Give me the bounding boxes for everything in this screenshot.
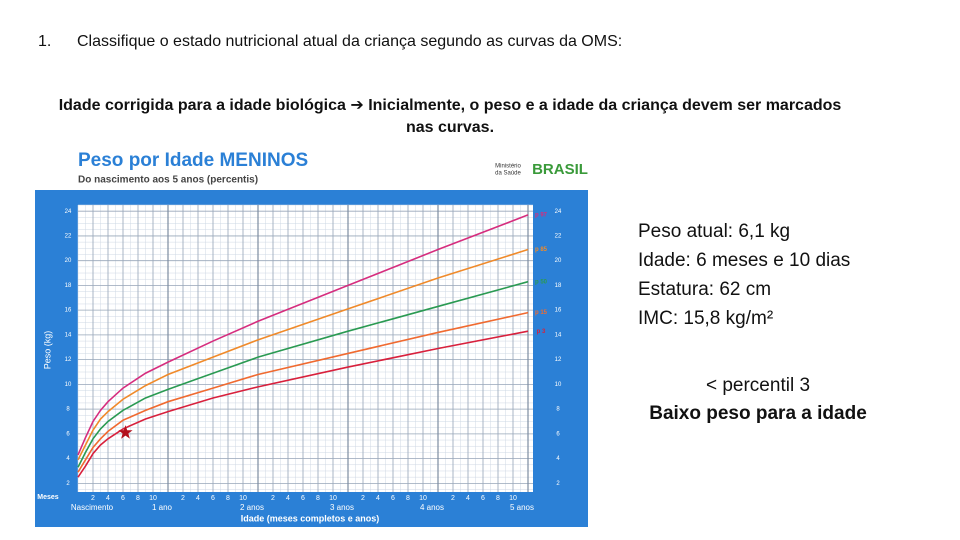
item-number: 1. (38, 33, 52, 50)
y-tick-label: 20 (65, 258, 72, 264)
result: < percentil 3 (705, 375, 811, 396)
percentile-curve (77, 248, 529, 461)
y-tick-label: 4 (556, 456, 560, 462)
y-tick-label: 22 (65, 234, 72, 240)
x-tick-label: 1 ano (152, 503, 173, 512)
x-tick-label: 4 (286, 495, 290, 502)
x-tick-label: 8 (316, 495, 320, 502)
y-axis-title: Peso (kg) (42, 331, 52, 370)
info-line: Idade: 6 meses e 10 dias (638, 250, 851, 271)
logo-country: BRASIL (532, 161, 588, 178)
x-tick-label: 4 (466, 495, 470, 502)
series-label: p 50 (535, 279, 548, 285)
note: Idade corrigida para a idade biológica ➔… (58, 97, 842, 136)
patient-point (118, 425, 133, 439)
info-line: Estatura: 62 cm (638, 279, 772, 300)
logo-ministry: Ministério (495, 164, 521, 170)
y-tick-label: 10 (65, 382, 72, 388)
x-tick-label: 6 (121, 495, 125, 502)
percentile-curve (77, 311, 529, 473)
x-tick-label: 10 (509, 495, 517, 502)
y-tick-label: 18 (555, 283, 562, 289)
x-unit-label: Meses (37, 494, 59, 501)
x-tick-label: 2 (361, 495, 365, 502)
y-tick-label: 24 (555, 209, 562, 215)
y-tick-label: 4 (66, 456, 70, 462)
chart-subtitle: Do nascimento aos 5 anos (percentis) (78, 175, 258, 186)
y-tick-label: 12 (555, 357, 562, 363)
x-tick-label: 8 (406, 495, 410, 502)
y-tick-label: 8 (66, 407, 70, 413)
y-tick-label: 6 (66, 431, 70, 437)
x-tick-label: 4 (196, 495, 200, 502)
y-tick-label: 8 (556, 407, 560, 413)
x-tick-label: 10 (329, 495, 337, 502)
x-tick-label: 6 (211, 495, 215, 502)
x-tick-label: 8 (136, 495, 140, 502)
info-line: Peso atual: 6,1 kg (638, 221, 791, 242)
x-tick-label: 4 (106, 495, 110, 502)
x-tick-label: 2 anos (240, 503, 264, 512)
x-tick-label: 2 (91, 495, 95, 502)
series-label: p 3 (537, 329, 546, 335)
y-tick-label: 14 (65, 332, 72, 338)
x-tick-label: 8 (496, 495, 500, 502)
y-tick-label: 10 (555, 382, 562, 388)
chart-title: Peso por Idade MENINOS (78, 150, 308, 171)
x-tick-label: 6 (301, 495, 305, 502)
x-tick-label: 10 (239, 495, 247, 502)
percentile-curve (77, 280, 529, 468)
y-tick-label: 24 (65, 209, 72, 215)
x-axis-title: Idade (meses completos e anos) (241, 513, 380, 523)
x-tick-label: 4 (376, 495, 380, 502)
y-tick-label: 18 (65, 283, 72, 289)
y-tick-label: 12 (65, 357, 72, 363)
x-tick-label: 10 (149, 495, 157, 502)
x-tick-label: 6 (391, 495, 395, 502)
classification: Baixo peso para a idade (649, 403, 867, 424)
logo-ministry: da Saúde (495, 171, 521, 177)
x-tick-label: 3 anos (330, 503, 354, 512)
x-tick-label: 5 anos (510, 503, 534, 512)
y-tick-label: 22 (555, 234, 562, 240)
x-tick-label: 2 (271, 495, 275, 502)
x-tick-label: 2 (181, 495, 185, 502)
x-tick-label: 10 (419, 495, 427, 502)
x-tick-label: 4 anos (420, 503, 444, 512)
percentile-curve (77, 214, 529, 456)
y-tick-label: 16 (65, 308, 72, 314)
series-label: p 97 (535, 212, 548, 218)
x-tick-label: 2 (451, 495, 455, 502)
y-tick-label: 16 (555, 308, 562, 314)
x-tick-label: 6 (481, 495, 485, 502)
y-tick-label: 2 (556, 481, 560, 487)
series-label: p 15 (535, 310, 548, 316)
info-block: Peso atual: 6,1 kg Idade: 6 meses e 10 d… (638, 217, 850, 333)
y-tick-label: 6 (556, 431, 560, 437)
percentile-curve (77, 330, 529, 478)
y-tick-label: 14 (555, 332, 562, 338)
x-start-label: Nascimento (71, 503, 114, 512)
plot-area (78, 205, 533, 492)
x-tick-label: 8 (226, 495, 230, 502)
y-tick-label: 2 (66, 481, 70, 487)
item-text: Classifique o estado nutricional atual d… (77, 33, 623, 50)
y-tick-label: 20 (555, 258, 562, 264)
info-line: IMC: 15,8 kg/m² (638, 308, 774, 329)
series-label: p 85 (535, 247, 548, 253)
